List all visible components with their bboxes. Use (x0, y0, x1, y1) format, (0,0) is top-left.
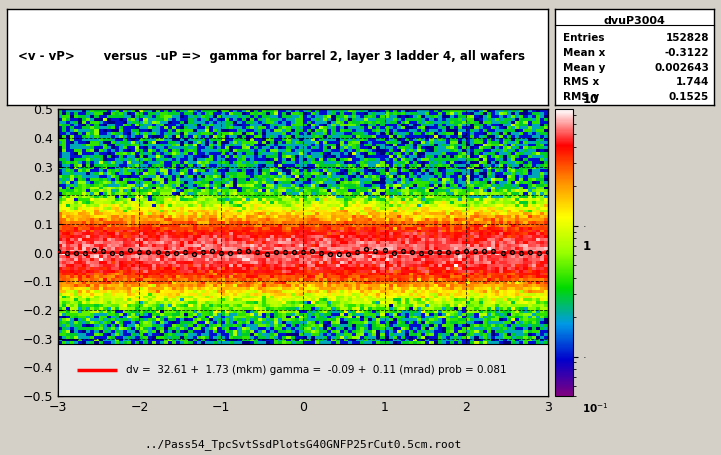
Text: dvuP3004: dvuP3004 (603, 16, 665, 26)
Text: 1: 1 (583, 240, 590, 253)
Text: <v - vP>       versus  -uP =>  gamma for barrel 2, layer 3 ladder 4, all wafers: <v - vP> versus -uP => gamma for barrel … (18, 51, 525, 63)
Text: 0.1525: 0.1525 (669, 92, 709, 102)
Text: 152828: 152828 (665, 33, 709, 43)
Text: Mean y: Mean y (563, 63, 606, 73)
Text: 10$^{-1}$: 10$^{-1}$ (583, 402, 609, 415)
Text: 0.002643: 0.002643 (654, 63, 709, 73)
Text: Entries: Entries (563, 33, 605, 43)
Text: -0.3122: -0.3122 (665, 48, 709, 58)
Text: 1.744: 1.744 (676, 77, 709, 87)
Text: 10: 10 (583, 93, 598, 106)
Text: dv =  32.61 +  1.73 (mkm) gamma =  -0.09 +  0.11 (mrad) prob = 0.081: dv = 32.61 + 1.73 (mkm) gamma = -0.09 + … (126, 365, 507, 374)
Text: RMS x: RMS x (563, 77, 599, 87)
Text: Mean x: Mean x (563, 48, 606, 58)
Text: ../Pass54_TpcSvtSsdPlotsG40GNFP25rCut0.5cm.root: ../Pass54_TpcSvtSsdPlotsG40GNFP25rCut0.5… (144, 440, 461, 450)
Text: RMS y: RMS y (563, 92, 599, 102)
